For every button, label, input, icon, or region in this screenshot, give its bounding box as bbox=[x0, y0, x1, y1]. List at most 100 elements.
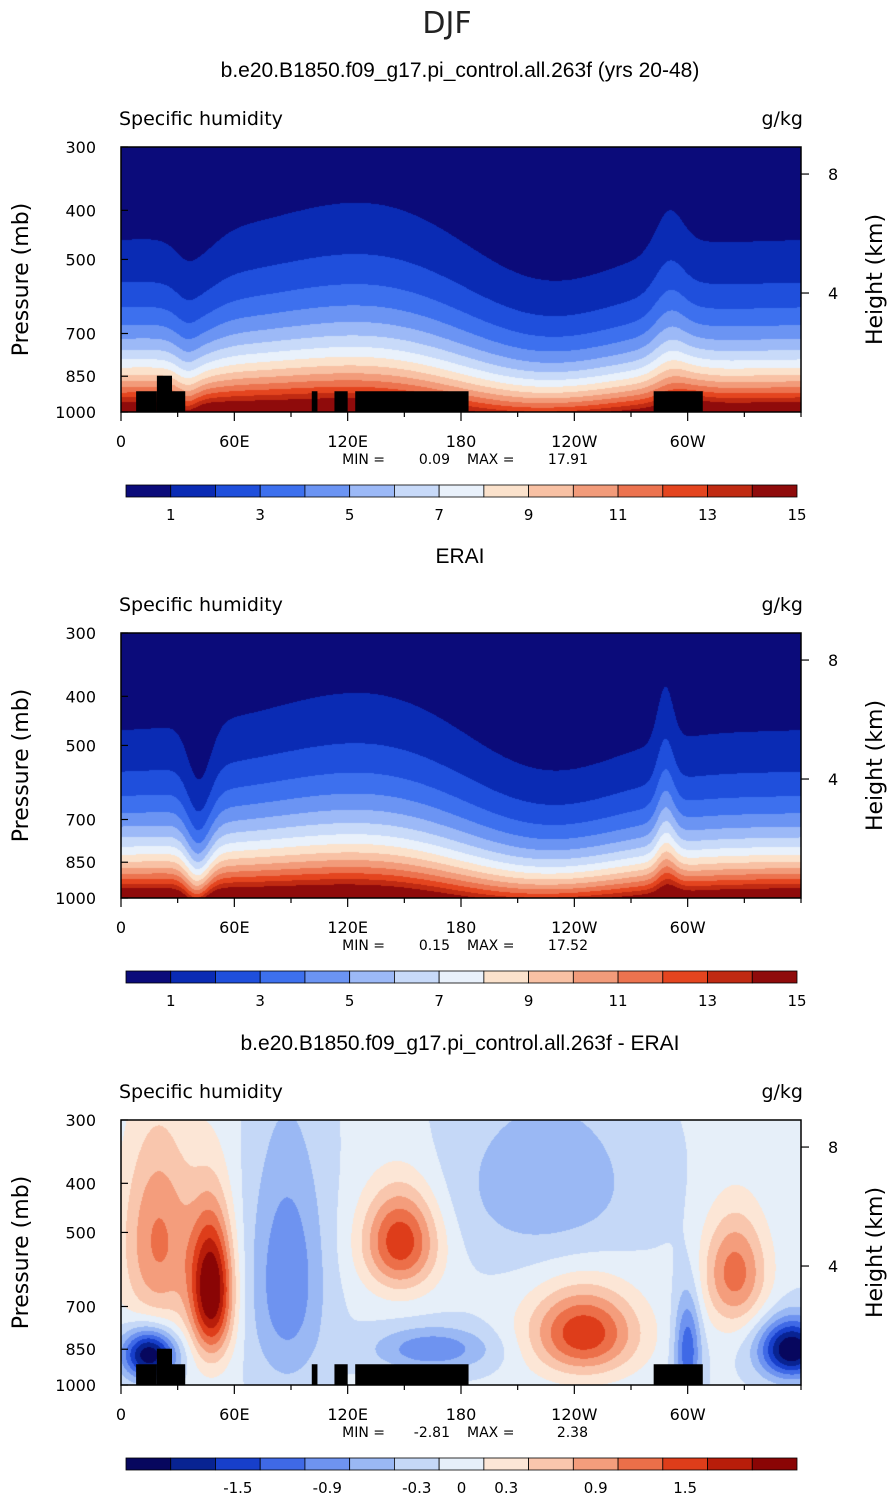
x-tick-label: 0 bbox=[116, 1405, 126, 1424]
y2-tick-label: 8 bbox=[828, 1138, 838, 1157]
max-value: 17.91 bbox=[548, 452, 588, 468]
x-tick-label: 180 bbox=[446, 918, 477, 937]
topography-mask bbox=[156, 375, 172, 412]
colorbar-swatch bbox=[393, 484, 440, 498]
colorbar-label: 13 bbox=[698, 992, 717, 1010]
y2-axis-label: Height (km) bbox=[863, 700, 888, 831]
y2-tick-label: 4 bbox=[828, 770, 838, 789]
max-label: MAX = bbox=[467, 452, 514, 468]
y2-axis-label: Height (km) bbox=[863, 214, 888, 345]
colorbar-label: 11 bbox=[609, 992, 628, 1010]
units-label: g/kg bbox=[761, 1081, 803, 1103]
colorbar-swatch bbox=[707, 1457, 753, 1471]
x-tick-label: 60W bbox=[670, 1405, 706, 1424]
colorbar-label: 7 bbox=[434, 992, 444, 1010]
panel-title: b.e20.B1850.f09_g17.pi_control.all.263f … bbox=[221, 59, 700, 82]
max-label: MAX = bbox=[467, 938, 514, 954]
contour-field-canvas bbox=[121, 147, 801, 412]
x-tick-label: 120W bbox=[551, 432, 598, 451]
x-tick-label: 120E bbox=[327, 918, 368, 937]
colorbar-label: 0.9 bbox=[584, 1479, 608, 1493]
topography-mask bbox=[172, 391, 186, 412]
y2-tick-label: 4 bbox=[828, 1257, 838, 1276]
y-tick-label: 300 bbox=[65, 138, 96, 157]
colorbar-swatch bbox=[304, 970, 351, 984]
y-tick-label: 700 bbox=[65, 1297, 96, 1316]
topography-mask bbox=[334, 1364, 348, 1385]
colorbar-swatch bbox=[438, 970, 485, 984]
units-label: g/kg bbox=[761, 108, 803, 130]
panels: b.e20.B1850.f09_g17.pi_control.all.263f … bbox=[9, 59, 888, 1493]
colorbar-swatch bbox=[259, 970, 306, 984]
x-tick-label: 60W bbox=[670, 432, 706, 451]
colorbar-label: 1 bbox=[166, 992, 176, 1010]
colorbar-swatch bbox=[483, 1457, 530, 1471]
x-tick-label: 60E bbox=[219, 432, 249, 451]
colorbar: 1 3 5 7 9 11 13 15 bbox=[125, 970, 807, 1010]
colorbar-swatch bbox=[572, 1457, 619, 1471]
topography-mask bbox=[136, 1364, 157, 1385]
colorbar-swatch bbox=[528, 1457, 574, 1471]
y-tick-label: 500 bbox=[65, 1223, 96, 1242]
contour-field bbox=[121, 633, 801, 898]
colorbar-label: 11 bbox=[609, 506, 628, 524]
colorbar-swatch bbox=[215, 1457, 261, 1471]
colorbar-swatch bbox=[572, 970, 619, 984]
colorbar-swatch bbox=[751, 970, 798, 984]
x-tick-label: 180 bbox=[446, 432, 477, 451]
y2-tick-label: 8 bbox=[828, 651, 838, 670]
colorbar-label: 3 bbox=[255, 506, 265, 524]
y-tick-label: 850 bbox=[65, 1340, 96, 1359]
colorbar-swatch bbox=[259, 484, 306, 498]
colorbar-swatch bbox=[125, 970, 172, 984]
y-axis-label: Pressure (mb) bbox=[9, 689, 34, 843]
colorbar-swatch bbox=[662, 1457, 708, 1471]
y-tick-label: 500 bbox=[65, 250, 96, 269]
min-value: 0.09 bbox=[419, 452, 450, 468]
y-tick-label: 400 bbox=[65, 201, 96, 220]
contour-field bbox=[121, 1120, 801, 1385]
colorbar-label: 13 bbox=[698, 506, 717, 524]
colorbar-swatch bbox=[662, 970, 708, 984]
variable-label: Specific humidity bbox=[119, 1081, 283, 1103]
colorbar-label: 9 bbox=[524, 992, 534, 1010]
max-value: 17.52 bbox=[548, 938, 588, 954]
y-tick-label: 400 bbox=[65, 687, 96, 706]
x-tick-label: 60E bbox=[219, 918, 249, 937]
colorbar-swatch bbox=[304, 484, 351, 498]
y2-axis-label: Height (km) bbox=[863, 1187, 888, 1318]
colorbar-swatch bbox=[304, 1457, 351, 1471]
y-tick-label: 300 bbox=[65, 624, 96, 643]
colorbar-swatch bbox=[572, 484, 619, 498]
x-tick-label: 60E bbox=[219, 1405, 249, 1424]
min-label: MIN = bbox=[342, 938, 385, 954]
min-label: MIN = bbox=[342, 1425, 385, 1441]
colorbar-swatch bbox=[751, 1457, 798, 1471]
colorbar-swatch bbox=[349, 484, 395, 498]
contour-field-canvas bbox=[121, 633, 801, 898]
topography-mask bbox=[653, 391, 703, 412]
colorbar-label: 5 bbox=[345, 506, 355, 524]
x-tick-label: 120W bbox=[551, 1405, 598, 1424]
y-axis-label: Pressure (mb) bbox=[9, 203, 34, 357]
topography-mask bbox=[311, 391, 318, 412]
y-axis-label: Pressure (mb) bbox=[9, 1176, 34, 1330]
colorbar-label: 0 bbox=[457, 1479, 467, 1493]
colorbar-label: 3 bbox=[255, 992, 265, 1010]
colorbar-swatch bbox=[528, 970, 574, 984]
y-tick-label: 400 bbox=[65, 1174, 96, 1193]
colorbar-swatch bbox=[259, 1457, 306, 1471]
colorbar-label: 7 bbox=[434, 506, 444, 524]
colorbar-swatch bbox=[125, 1457, 172, 1471]
colorbar-swatch bbox=[170, 970, 216, 984]
colorbar-label: 1 bbox=[166, 506, 176, 524]
y-tick-label: 1000 bbox=[55, 1376, 96, 1395]
y2-tick-label: 8 bbox=[828, 165, 838, 184]
topography-mask bbox=[172, 1364, 186, 1385]
colorbar-swatch bbox=[393, 970, 440, 984]
topography-mask bbox=[653, 1364, 703, 1385]
colorbar-swatch bbox=[215, 484, 261, 498]
variable-label: Specific humidity bbox=[119, 594, 283, 616]
colorbar-swatch bbox=[617, 484, 664, 498]
